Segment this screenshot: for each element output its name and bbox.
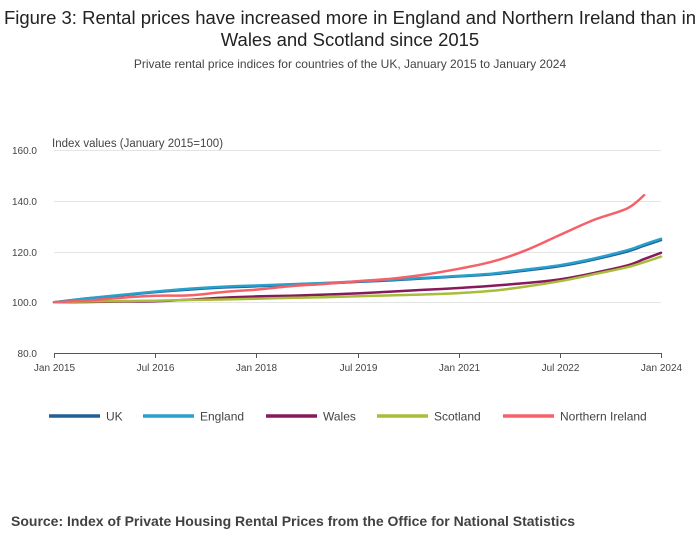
series-line-northern-ireland xyxy=(52,193,646,304)
x-tick-label: Jul 2019 xyxy=(340,363,378,374)
source-note: Source: Index of Private Housing Rental … xyxy=(11,513,576,529)
x-tick-label: Jan 2021 xyxy=(439,363,481,374)
legend-label-wales: Wales xyxy=(323,410,356,424)
series-lines xyxy=(52,193,663,304)
series-line-scotland xyxy=(52,255,663,304)
gridlines xyxy=(54,150,661,303)
y-axis-label: Index values (January 2015=100) xyxy=(52,138,223,150)
line-chart: 80.0 100.0 120.0 140.0 160.0 Index values (J… xyxy=(12,138,683,424)
y-axis-ticks: 80.0 100.0 120.0 140.0 160.0 xyxy=(12,146,37,360)
x-tick-label: Jul 2016 xyxy=(137,363,175,374)
x-tick-label: Jul 2022 xyxy=(542,363,580,374)
y-tick-label: 140.0 xyxy=(12,197,37,208)
legend: UK England Wales Scotland Northern Ireland xyxy=(49,410,647,424)
chart-subtitle: Private rental price indices for countri… xyxy=(133,57,567,71)
x-axis-ticks: Jan 2015 Jul 2016 Jan 2018 Jul 2019 Jan 2021… xyxy=(34,353,683,374)
x-tick-label: Jan 2018 xyxy=(236,363,278,374)
y-tick-label: 100.0 xyxy=(12,298,37,309)
series-line-wales xyxy=(52,251,663,304)
y-tick-label: 80.0 xyxy=(18,349,38,360)
y-tick-label: 160.0 xyxy=(12,146,37,157)
y-tick-label: 120.0 xyxy=(12,248,37,259)
x-tick-label: Jan 2015 xyxy=(34,363,76,374)
x-tick-label: Jan 2024 xyxy=(641,363,683,374)
legend-label-uk: UK xyxy=(106,410,123,424)
legend-label-scotland: Scotland xyxy=(434,410,481,424)
legend-label-england: England xyxy=(200,410,244,424)
legend-label-northern-ireland: Northern Ireland xyxy=(560,410,647,424)
chart-title: Figure 3: Rental prices have increased m… xyxy=(3,7,697,50)
